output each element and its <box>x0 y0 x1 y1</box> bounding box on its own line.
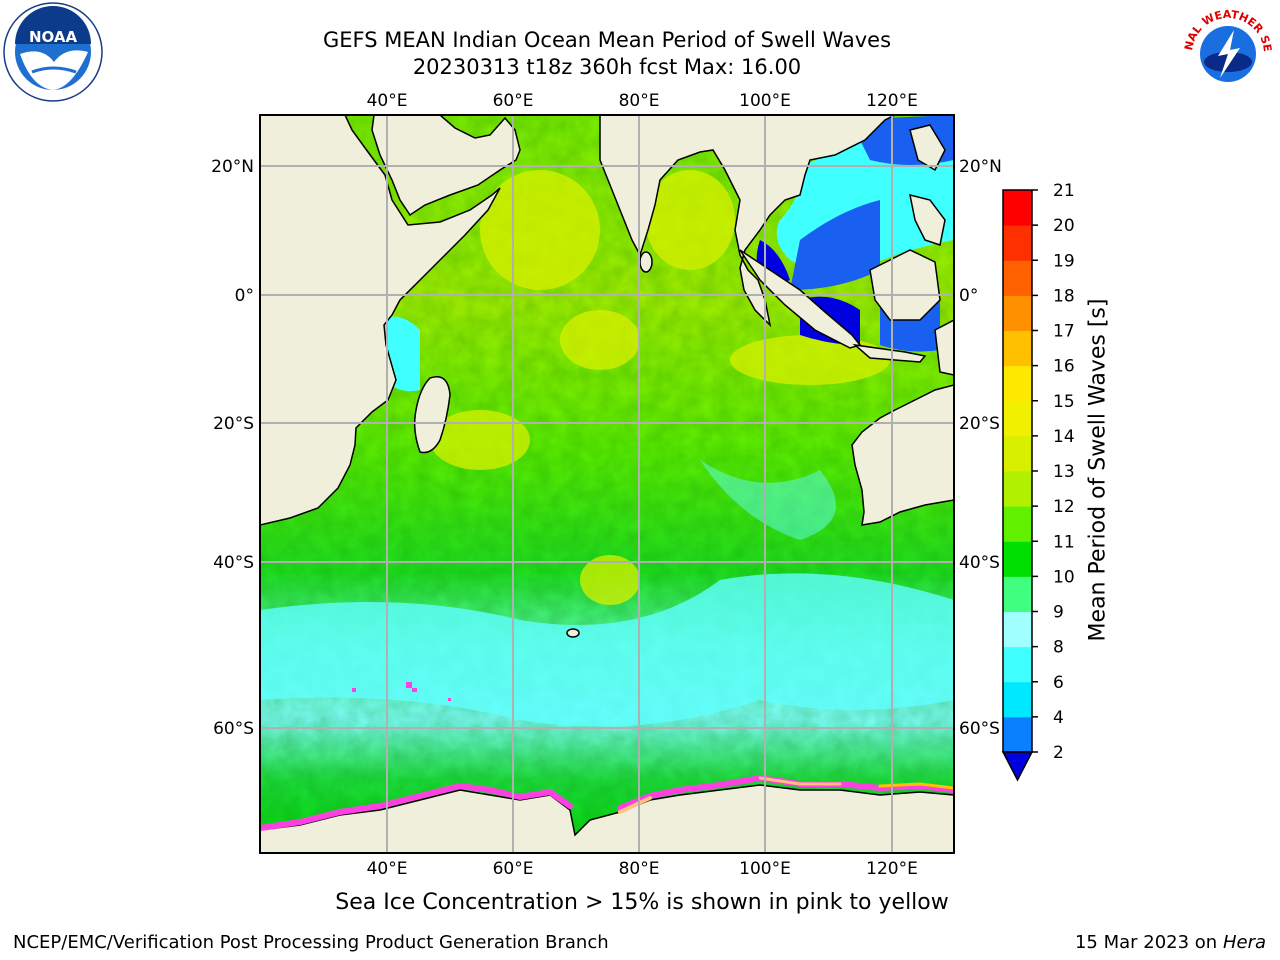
colorbar-tick-label: 15 <box>1053 392 1075 412</box>
colorbar-tick-label: 17 <box>1053 322 1075 342</box>
grid-lines <box>260 115 954 853</box>
sea-ice-fringe <box>260 774 954 831</box>
colorbar-tick-label: 9 <box>1053 603 1064 623</box>
lat-label: 0° <box>235 286 254 306</box>
colorbar-segment <box>1003 295 1032 331</box>
lon-label: 100°E <box>739 91 791 111</box>
colorbar-tick-label: 4 <box>1053 708 1064 728</box>
lon-label: 40°E <box>367 859 408 879</box>
noaa-logo-text: NOAA <box>29 28 78 46</box>
colorbar-tick-label: 21 <box>1053 181 1075 201</box>
colorbar-tick-label: 2 <box>1053 743 1064 763</box>
colorbar-tick-label: 10 <box>1053 567 1075 587</box>
colorbar-tick-label: 8 <box>1053 638 1064 658</box>
lat-label: 20°N <box>211 157 254 177</box>
noaa-logo-icon: NOAA <box>3 2 103 102</box>
land-masses <box>260 115 954 853</box>
generation-date: 15 Mar 2023 on Hera <box>1075 932 1266 953</box>
colorbar-tick-label: 6 <box>1053 673 1064 693</box>
colorbar-segment <box>1003 225 1032 261</box>
lat-label: 20°S <box>213 414 254 434</box>
colorbar-segment <box>1003 716 1032 753</box>
colorbar-segment <box>1003 400 1032 437</box>
land-kerguelen <box>566 628 580 638</box>
colorbar-segment <box>1003 541 1032 577</box>
colorbar-tick-label: 11 <box>1053 532 1075 552</box>
lat-label: 40°S <box>959 553 1000 573</box>
land-australia <box>851 384 954 526</box>
lon-label: 80°E <box>619 91 660 111</box>
colorbar-under-arrow <box>1001 751 1034 782</box>
lat-labels-left: 20°N 0° 20°S 40°S 60°S <box>211 157 254 739</box>
producer-credit: NCEP/EMC/Verification Post Processing Pr… <box>13 932 609 953</box>
map-frame <box>259 114 955 854</box>
land-java <box>852 343 927 363</box>
date-text: 15 Mar 2023 on <box>1074 932 1218 953</box>
lat-label: 20°N <box>959 157 1002 177</box>
lon-labels-top: 40°E 60°E 80°E 100°E 120°E <box>367 91 918 111</box>
colorbar-tick-label: 13 <box>1053 462 1075 482</box>
lon-label: 120°E <box>866 859 918 879</box>
colorbar-segment <box>1003 646 1032 683</box>
map-plot-area <box>260 115 954 853</box>
lon-label: 60°E <box>493 859 534 879</box>
lat-label: 40°S <box>213 553 254 573</box>
colorbar-segment <box>1003 506 1032 542</box>
colorbar-label: Mean Period of Swell Waves [s] <box>1085 298 1111 642</box>
lat-label: 60°S <box>959 719 1000 739</box>
colorbar-tick-label: 18 <box>1053 286 1075 306</box>
low-period-band <box>260 460 954 727</box>
colorbar-segment <box>1003 435 1032 472</box>
lon-label: 100°E <box>739 859 791 879</box>
colorbar-tick-label: 20 <box>1053 216 1075 236</box>
colorbar-tick-label: 12 <box>1053 497 1075 517</box>
colorbar-segment <box>1003 681 1032 718</box>
map-title-line1: GEFS MEAN Indian Ocean Mean Period of Sw… <box>322 28 892 52</box>
lon-label: 80°E <box>619 859 660 879</box>
colorbar-tick-label: 14 <box>1053 427 1075 447</box>
colorbar-segment <box>1003 260 1032 296</box>
high-period-regions <box>430 170 890 605</box>
colorbar-tick-label: 16 <box>1053 357 1075 377</box>
nws-logo-icon: NATIONAL WEATHER SERVICE <box>1178 2 1275 99</box>
sea-ice-specks <box>352 682 451 701</box>
machine-name: Hera <box>1222 932 1266 953</box>
lat-labels-right: 20°N 0° 20°S 40°S 60°S <box>959 157 1002 739</box>
land-islands-east <box>909 193 946 246</box>
colorbar: 2 4 6 8 9 10 11 12 13 14 15 16 17 18 19 20 21 <box>1001 181 1075 782</box>
map-title-line2: 20230313 t18z 360h fcst Max: 16.00 <box>412 55 802 79</box>
land-madagascar <box>413 376 451 454</box>
colorbar-segment <box>1003 365 1032 402</box>
lat-label: 20°S <box>959 414 1000 434</box>
colorbar-segment <box>1003 330 1032 367</box>
lat-label: 0° <box>959 286 978 306</box>
colorbar-segment <box>1003 190 1032 226</box>
sea-ice-note: Sea Ice Concentration > 15% is shown in … <box>335 890 949 915</box>
land-south-asia <box>599 115 896 328</box>
colorbar-segment <box>1003 471 1032 507</box>
lat-label: 60°S <box>213 719 254 739</box>
colorbar-segment <box>1003 576 1032 612</box>
land-borneo <box>869 249 941 321</box>
lon-label: 120°E <box>866 91 918 111</box>
lon-label: 40°E <box>367 91 408 111</box>
colorbar-tick-label: 19 <box>1053 251 1075 271</box>
lon-labels-bottom: 40°E 60°E 80°E 100°E 120°E <box>367 859 918 879</box>
land-sri-lanka <box>639 251 653 273</box>
lon-label: 60°E <box>493 91 534 111</box>
colorbar-segment <box>1003 611 1032 648</box>
